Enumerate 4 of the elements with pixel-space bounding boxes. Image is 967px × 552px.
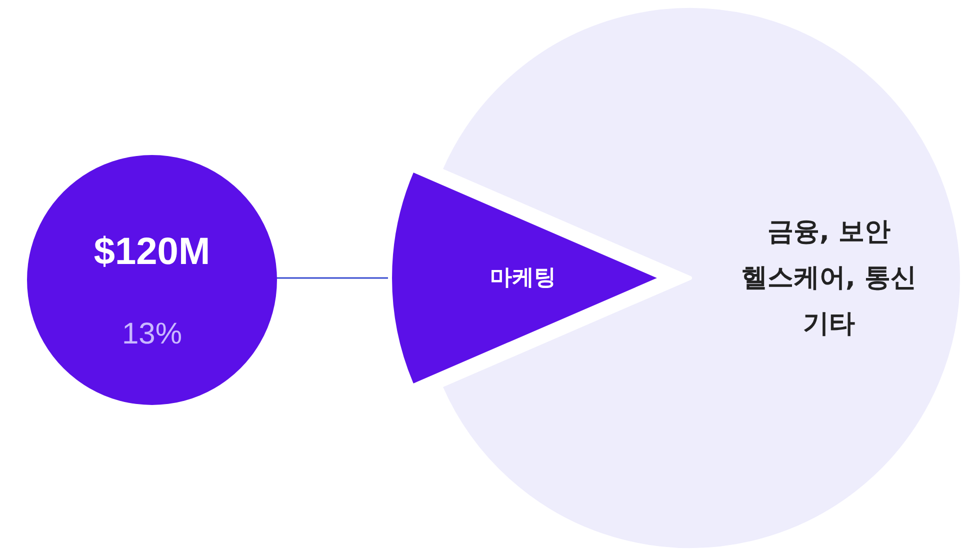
text: 13% — [122, 318, 182, 350]
text: $120M — [94, 231, 210, 273]
slice-label: 마케팅 — [490, 266, 556, 290]
slice-label: 금융, 보안 헬스케어, 통신 기타 — [742, 217, 916, 339]
